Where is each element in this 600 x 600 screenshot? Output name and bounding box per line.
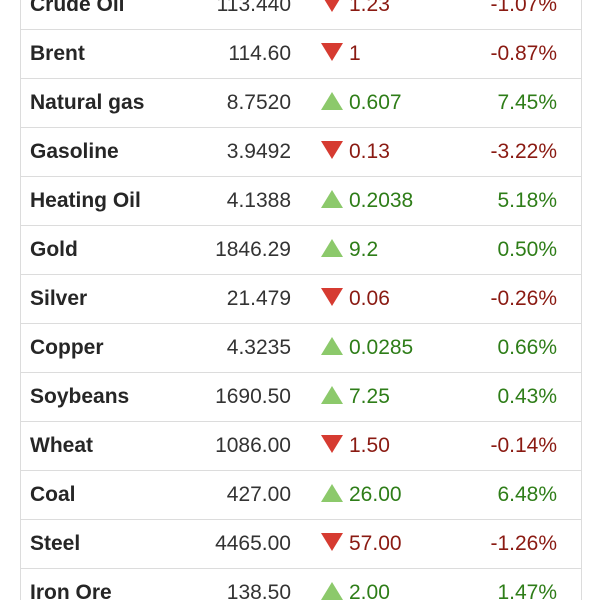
change-percent: -1.26% [490, 532, 557, 555]
up-arrow-icon [321, 582, 343, 600]
commodity-price: 427.00 [226, 483, 291, 506]
up-arrow-icon [321, 337, 343, 356]
change-value: 0.06 [349, 287, 390, 311]
commodity-name: Natural gas [30, 91, 145, 114]
change-percent: -0.14% [490, 434, 557, 457]
change-cell: 0.2038 [321, 177, 461, 225]
change-cell: 0.607 [321, 79, 461, 127]
change-value: 26.00 [349, 483, 402, 507]
change-value: 1.50 [349, 434, 390, 458]
change-percent: 6.48% [497, 483, 557, 506]
commodity-name: Brent [30, 42, 85, 65]
commodity-name: Crude Oil [30, 0, 125, 16]
change-percent: -0.87% [490, 42, 557, 65]
down-arrow-icon [321, 141, 343, 160]
commodity-price: 3.9492 [226, 140, 291, 163]
change-cell: 7.25 [321, 373, 461, 421]
down-arrow-icon [321, 533, 343, 552]
change-percent: 0.66% [497, 336, 557, 359]
change-value: 2.00 [349, 581, 390, 600]
change-percent: 0.43% [497, 385, 557, 408]
change-cell: 1.23 [321, 0, 461, 29]
commodity-price: 113.440 [216, 0, 291, 16]
change-percent: 1.47% [497, 581, 557, 600]
commodity-name: Gold [30, 238, 78, 261]
up-arrow-icon [321, 92, 343, 111]
change-cell: 1 [321, 30, 461, 78]
down-arrow-icon [321, 288, 343, 307]
change-value: 0.13 [349, 140, 390, 164]
commodity-row[interactable]: Steel 4465.00 57.00 -1.26% [21, 520, 581, 569]
change-percent: 5.18% [497, 189, 557, 212]
commodity-row[interactable]: Iron Ore 138.50 2.00 1.47% [21, 569, 581, 600]
down-arrow-icon [321, 0, 343, 13]
commodity-price: 4.1388 [226, 189, 291, 212]
commodity-name: Soybeans [30, 385, 130, 408]
commodity-price: 114.60 [228, 42, 291, 65]
commodity-name: Iron Ore [30, 581, 112, 600]
commodity-row[interactable]: Gasoline 3.9492 0.13 -3.22% [21, 128, 581, 177]
down-arrow-icon [321, 435, 343, 454]
commodity-price: 138.50 [226, 581, 291, 600]
commodity-row[interactable]: Natural gas 8.7520 0.607 7.45% [21, 79, 581, 128]
down-arrow-icon [321, 43, 343, 62]
change-percent: -0.26% [490, 287, 557, 310]
up-arrow-icon [321, 484, 343, 503]
commodity-price: 4465.00 [215, 532, 291, 555]
change-value: 1.23 [349, 0, 390, 17]
commodity-name: Silver [30, 287, 88, 310]
commodity-price: 1846.29 [215, 238, 291, 261]
change-value: 57.00 [349, 532, 402, 556]
commodity-table: Crude Oil 113.440 1.23 -1.07% Brent 114.60 1 -0… [20, 0, 582, 600]
change-cell: 1.50 [321, 422, 461, 470]
commodity-name: Steel [30, 532, 81, 555]
commodity-name: Coal [30, 483, 76, 506]
change-value: 0.607 [349, 91, 402, 115]
change-cell: 0.13 [321, 128, 461, 176]
commodity-row[interactable]: Silver 21.479 0.06 -0.26% [21, 275, 581, 324]
change-value: 7.25 [349, 385, 390, 409]
commodity-name: Gasoline [30, 140, 119, 163]
change-cell: 26.00 [321, 471, 461, 519]
commodity-row[interactable]: Heating Oil 4.1388 0.2038 5.18% [21, 177, 581, 226]
change-cell: 0.06 [321, 275, 461, 323]
commodity-row[interactable]: Soybeans 1690.50 7.25 0.43% [21, 373, 581, 422]
up-arrow-icon [321, 239, 343, 258]
commodity-price: 1690.50 [215, 385, 291, 408]
change-value: 9.2 [349, 238, 379, 262]
change-percent: -3.22% [490, 140, 557, 163]
commodity-price: 21.479 [226, 287, 291, 310]
commodity-row[interactable]: Coal 427.00 26.00 6.48% [21, 471, 581, 520]
up-arrow-icon [321, 190, 343, 209]
commodity-row[interactable]: Brent 114.60 1 -0.87% [21, 30, 581, 79]
commodity-price: 1086.00 [215, 434, 291, 457]
commodity-name: Wheat [30, 434, 93, 457]
change-value: 0.0285 [349, 336, 414, 360]
change-value: 1 [349, 42, 361, 66]
commodity-row[interactable]: Copper 4.3235 0.0285 0.66% [21, 324, 581, 373]
commodity-price: 4.3235 [226, 336, 291, 359]
commodity-name: Heating Oil [30, 189, 141, 212]
change-cell: 57.00 [321, 520, 461, 568]
change-cell: 9.2 [321, 226, 461, 274]
change-cell: 2.00 [321, 569, 461, 600]
change-percent: 7.45% [497, 91, 557, 114]
commodity-price: 8.7520 [226, 91, 291, 114]
commodity-name: Copper [30, 336, 104, 359]
up-arrow-icon [321, 386, 343, 405]
commodity-row[interactable]: Wheat 1086.00 1.50 -0.14% [21, 422, 581, 471]
change-cell: 0.0285 [321, 324, 461, 372]
commodity-row[interactable]: Gold 1846.29 9.2 0.50% [21, 226, 581, 275]
change-percent: 0.50% [497, 238, 557, 261]
change-percent: -1.07% [490, 0, 557, 16]
change-value: 0.2038 [349, 189, 414, 213]
commodity-row[interactable]: Crude Oil 113.440 1.23 -1.07% [21, 0, 581, 30]
